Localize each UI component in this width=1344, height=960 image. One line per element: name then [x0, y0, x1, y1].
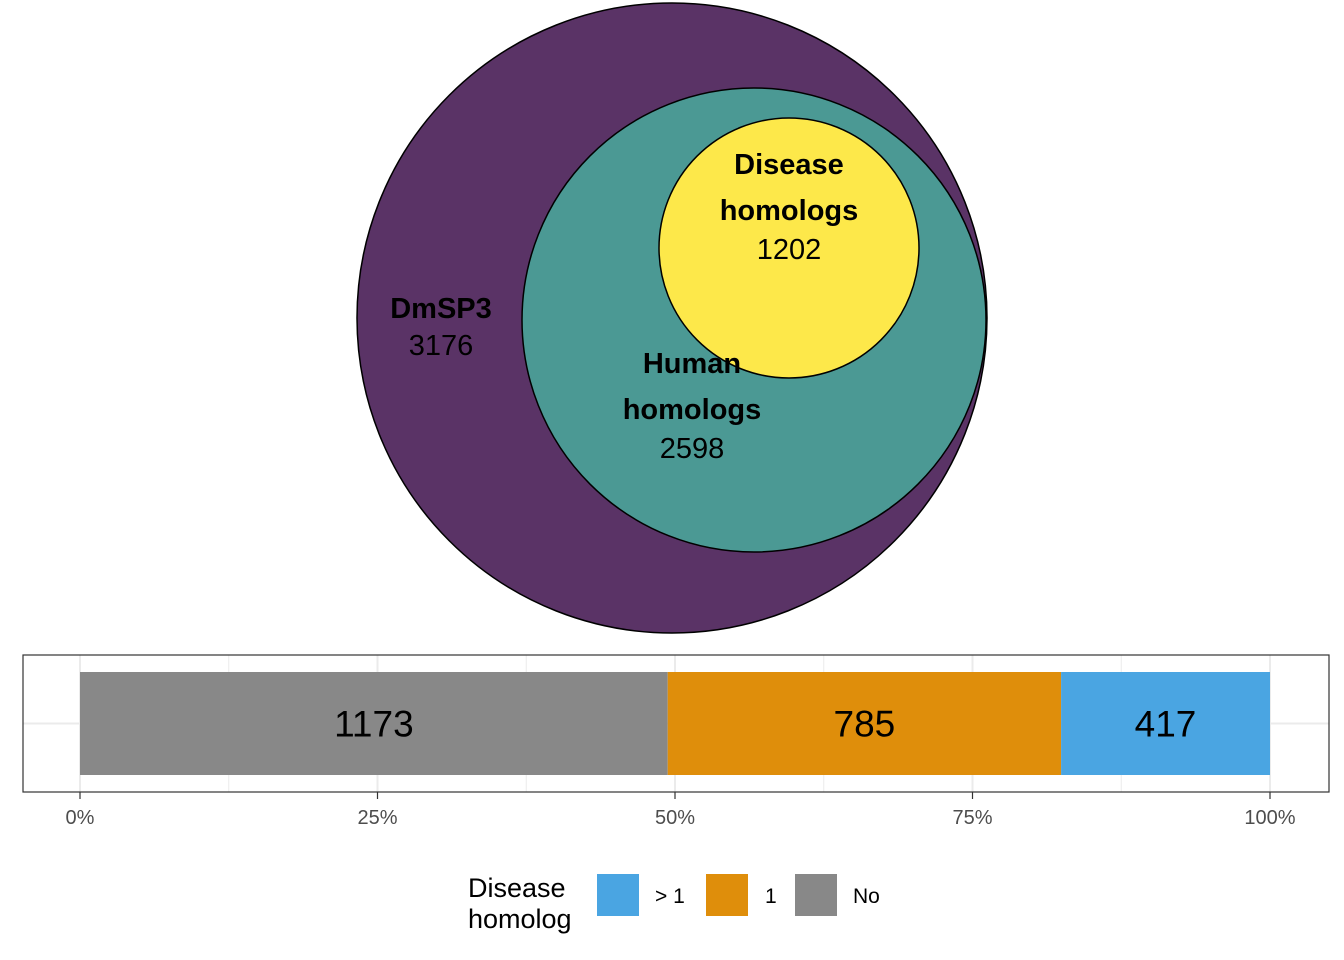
human-homologs-title-line1: Human	[643, 348, 741, 380]
legend-label-more-than-one: > 1	[655, 885, 685, 908]
disease-homologs-circle	[658, 117, 920, 379]
bar-segment-label: 417	[1135, 704, 1197, 745]
x-tick-label: 0%	[66, 807, 95, 829]
venn-diagram: DmSP3 3176 Human homologs 2598 Disease h…	[356, 2, 988, 634]
human-homologs-count: 2598	[660, 433, 725, 465]
x-axis: 0% 25% 50% 75% 100%	[66, 792, 1296, 829]
panel-border	[22, 654, 1330, 793]
legend: Disease homolog > 1 1 No	[468, 873, 880, 934]
legend-key-one	[706, 874, 748, 916]
x-tick-label: 25%	[357, 807, 397, 829]
bar-segment	[1061, 672, 1270, 775]
bar-segment	[80, 672, 668, 775]
bar-panel: 1173 785 417 0% 25% 50% 75% 100%	[22, 654, 1330, 829]
x-tick-label: 50%	[655, 807, 695, 829]
bar-segment	[667, 672, 1062, 775]
legend-key-more-than-one	[597, 874, 639, 916]
legend-title-line1: Disease	[468, 873, 566, 903]
disease-homologs-title-line1: Disease	[734, 149, 844, 181]
legend-label-no: No	[853, 885, 880, 908]
disease-homologs-title-line2: homologs	[720, 195, 859, 227]
bar-segments: 1173 785 417	[80, 672, 1270, 775]
dmsp3-count: 3176	[409, 330, 474, 362]
x-tick-label: 75%	[952, 807, 992, 829]
bar-segment-label: 1173	[334, 704, 414, 745]
legend-label-one: 1	[765, 885, 777, 908]
legend-title-line2: homolog	[468, 904, 572, 934]
human-homologs-title-line2: homologs	[623, 394, 762, 426]
legend-key-no	[795, 874, 837, 916]
disease-homologs-count: 1202	[757, 234, 822, 266]
x-tick-label: 100%	[1244, 807, 1295, 829]
bar-segment-label: 785	[834, 704, 896, 745]
dmsp3-title: DmSP3	[390, 293, 492, 325]
